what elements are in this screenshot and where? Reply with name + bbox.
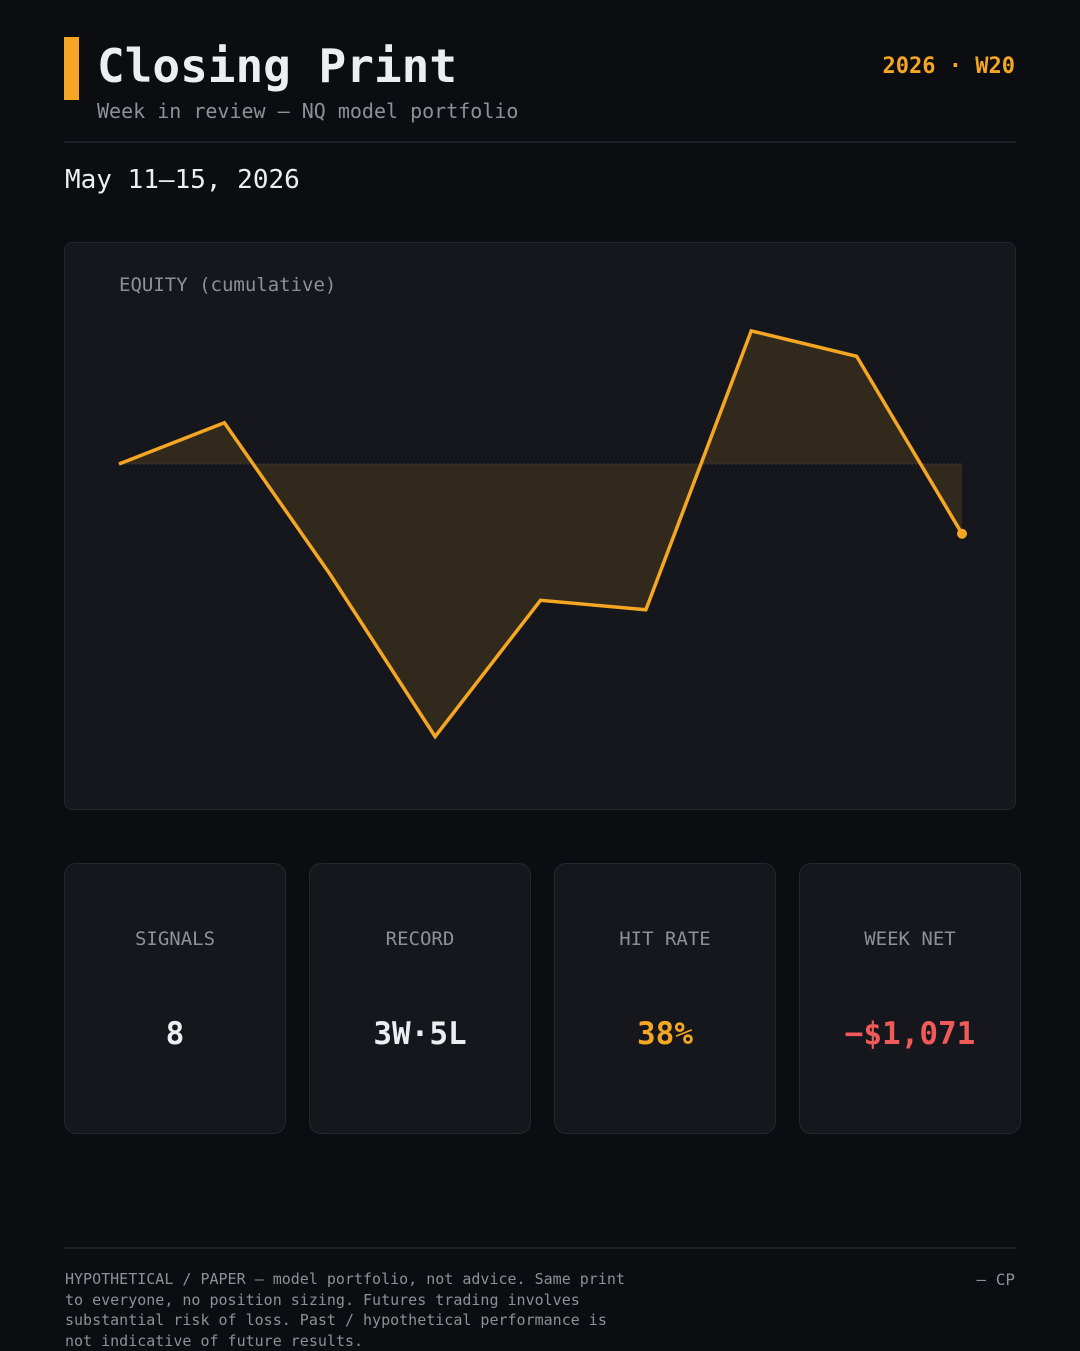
stat-card-week-net: WEEK NET −$1,071 [799,863,1021,1134]
header-divider [64,141,1016,143]
date-range: May 11–15, 2026 [65,165,300,195]
stat-card-hit-rate: HIT RATE 38% [554,863,776,1134]
stat-label: SIGNALS [134,928,216,950]
signature: — CP [976,1270,1015,1289]
stat-card-signals: SIGNALS 8 [64,863,286,1134]
disclaimer-text: HYPOTHETICAL / PAPER — model portfolio, … [65,1270,625,1350]
equity-endpoint [957,528,967,539]
page-title: Closing Print [97,39,458,93]
stat-label: RECORD [385,928,455,950]
chart-title: EQUITY (cumulative) [119,274,337,296]
stat-card-record: RECORD 3W·5L [309,863,531,1134]
equity-area-fill [119,330,962,737]
stat-value: −$1,071 [844,1016,976,1052]
week-tag: 2026 · W20 [882,54,1015,79]
stat-value: 3W·5L [373,1016,467,1052]
title-accent-bar [64,37,79,100]
equity-chart [118,328,967,740]
stat-label: WEEK NET [864,928,956,950]
equity-line [118,328,964,740]
footer-divider [64,1247,1016,1249]
stat-value: 8 [165,1016,185,1052]
stat-label: HIT RATE [619,928,711,950]
equity-chart-panel: EQUITY (cumulative) [64,242,1016,810]
page-subtitle: Week in review — NQ model portfolio [97,99,519,123]
stat-value: 38% [637,1016,693,1052]
